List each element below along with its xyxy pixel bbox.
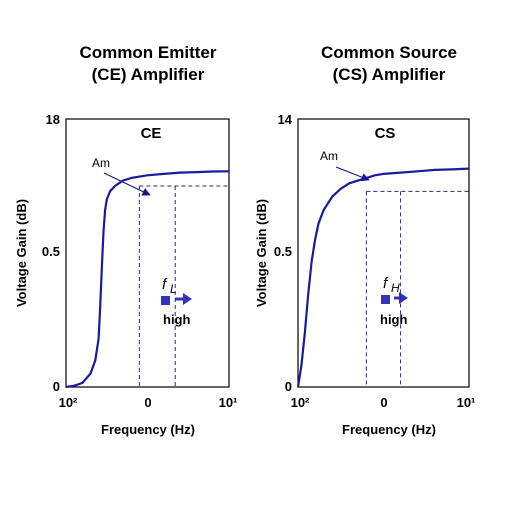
y-tick-label: 14 <box>278 112 293 127</box>
y-tick-label: 0.5 <box>274 244 292 259</box>
chart-marks <box>65 167 470 389</box>
chart-title-line-1: Common Source <box>321 43 457 62</box>
am-arrow <box>103 172 151 196</box>
y-tick-label: 18 <box>46 112 60 127</box>
square-marker <box>161 296 170 305</box>
cutoff-marker: f L high <box>161 276 192 327</box>
gain-curve-cs <box>296 167 470 388</box>
arrow-head <box>183 293 192 305</box>
x-tick-label: 10² <box>291 395 310 410</box>
cutoff-symbol: f <box>162 276 168 293</box>
cutoff-symbol: f <box>383 275 389 292</box>
x-tick-label: 10² <box>59 395 78 410</box>
gain-curve-ce <box>65 170 230 389</box>
arrow-head <box>399 292 408 304</box>
plot-frame <box>297 118 470 388</box>
chart-title-line-1: Common Emitter <box>80 43 217 62</box>
y-tick-label: 0.5 <box>42 244 60 259</box>
am-annotation: Am <box>92 156 110 170</box>
y-axis-label: Voltage Gain (dB) <box>254 199 269 307</box>
am-annotation: Am <box>320 149 338 163</box>
x-axis-label: Frequency (Hz) <box>342 422 436 437</box>
x-tick-label: 10¹ <box>457 395 476 410</box>
panel-ce: Common Emitter (CE) Amplifier CE 18 0.5 … <box>14 43 237 437</box>
cutoff-note: high <box>380 312 407 327</box>
chart-title-line-2: (CS) Amplifier <box>333 65 446 84</box>
cutoff-marker: f H high <box>380 275 408 327</box>
y-tick-label: 0 <box>285 379 292 394</box>
chart-title-line-2: (CE) Amplifier <box>92 65 205 84</box>
x-tick-label: 10¹ <box>219 395 238 410</box>
cutoff-subscript: H <box>391 281 400 295</box>
x-tick-label: 0 <box>380 395 387 410</box>
panel-label: CS <box>375 125 396 142</box>
cutoff-note: high <box>163 312 190 327</box>
panel-cs: Common Source (CS) Amplifier CS 14 0.5 0… <box>254 43 475 437</box>
x-tick-label: 0 <box>144 395 151 410</box>
y-tick-label: 0 <box>53 379 60 394</box>
plot-frame <box>65 118 230 388</box>
square-marker <box>381 295 390 304</box>
cutoff-subscript: L <box>170 282 177 296</box>
x-axis-label: Frequency (Hz) <box>101 422 195 437</box>
y-axis-label: Voltage Gain (dB) <box>14 199 29 307</box>
panel-label: CE <box>141 125 162 142</box>
